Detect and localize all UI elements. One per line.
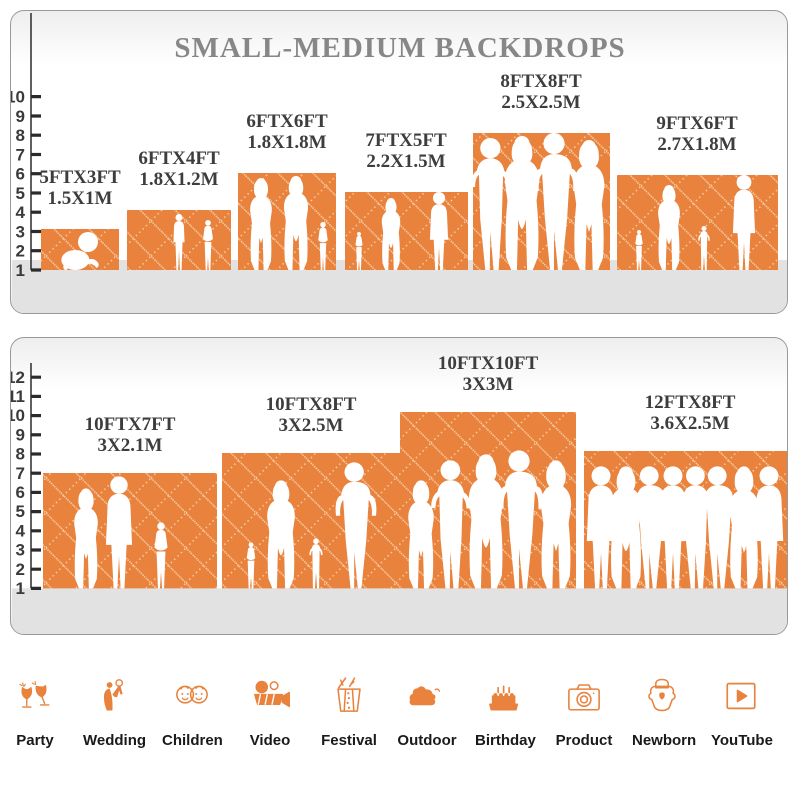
svg-text:2: 2 [16, 560, 25, 579]
svg-text:3: 3 [16, 541, 25, 560]
svg-text:2: 2 [16, 242, 25, 261]
svg-text:5: 5 [16, 502, 25, 521]
svg-text:1: 1 [16, 261, 25, 280]
svg-text:8FTX8FT: 8FTX8FT [500, 71, 582, 92]
svg-text:4: 4 [16, 521, 26, 540]
svg-text:3X2.1M: 3X2.1M [98, 435, 163, 456]
svg-text:7FTX5FT: 7FTX5FT [365, 130, 447, 151]
svg-text:1.8X1.2M: 1.8X1.2M [139, 169, 218, 190]
svg-text:1.8X1.8M: 1.8X1.8M [247, 132, 326, 153]
svg-text:10: 10 [11, 88, 25, 107]
svg-text:5FTX3FT: 5FTX3FT [39, 167, 121, 188]
svg-text:7: 7 [16, 146, 25, 165]
svg-text:6FTX4FT: 6FTX4FT [138, 148, 220, 169]
svg-text:10FTX7FT: 10FTX7FT [85, 414, 176, 435]
svg-text:11: 11 [11, 387, 25, 406]
svg-text:6: 6 [16, 165, 25, 184]
svg-text:2.2X1.5M: 2.2X1.5M [366, 151, 445, 172]
svg-text:12: 12 [11, 368, 25, 387]
svg-text:9: 9 [16, 107, 25, 126]
svg-text:1.5X1M: 1.5X1M [48, 188, 113, 209]
svg-text:10: 10 [11, 406, 25, 425]
svg-text:12FTX8FT: 12FTX8FT [645, 392, 736, 413]
svg-text:4: 4 [16, 203, 26, 222]
svg-text:3X3M: 3X3M [463, 374, 514, 395]
svg-text:2.7X1.8M: 2.7X1.8M [657, 134, 736, 155]
svg-text:8: 8 [16, 126, 25, 145]
svg-text:3X2.5M: 3X2.5M [279, 415, 344, 436]
svg-text:6FTX6FT: 6FTX6FT [246, 111, 328, 132]
svg-text:5: 5 [16, 184, 25, 203]
svg-text:3: 3 [16, 223, 25, 242]
svg-text:9: 9 [16, 425, 25, 444]
svg-text:10FTX10FT: 10FTX10FT [438, 353, 539, 374]
svg-text:10FTX8FT: 10FTX8FT [266, 394, 357, 415]
svg-text:8: 8 [16, 445, 25, 464]
svg-text:6: 6 [16, 483, 25, 502]
svg-text:7: 7 [16, 464, 25, 483]
svg-text:3.6X2.5M: 3.6X2.5M [650, 413, 729, 434]
svg-text:1: 1 [16, 579, 25, 598]
svg-text:9FTX6FT: 9FTX6FT [656, 113, 738, 134]
svg-text:2.5X2.5M: 2.5X2.5M [501, 92, 580, 113]
